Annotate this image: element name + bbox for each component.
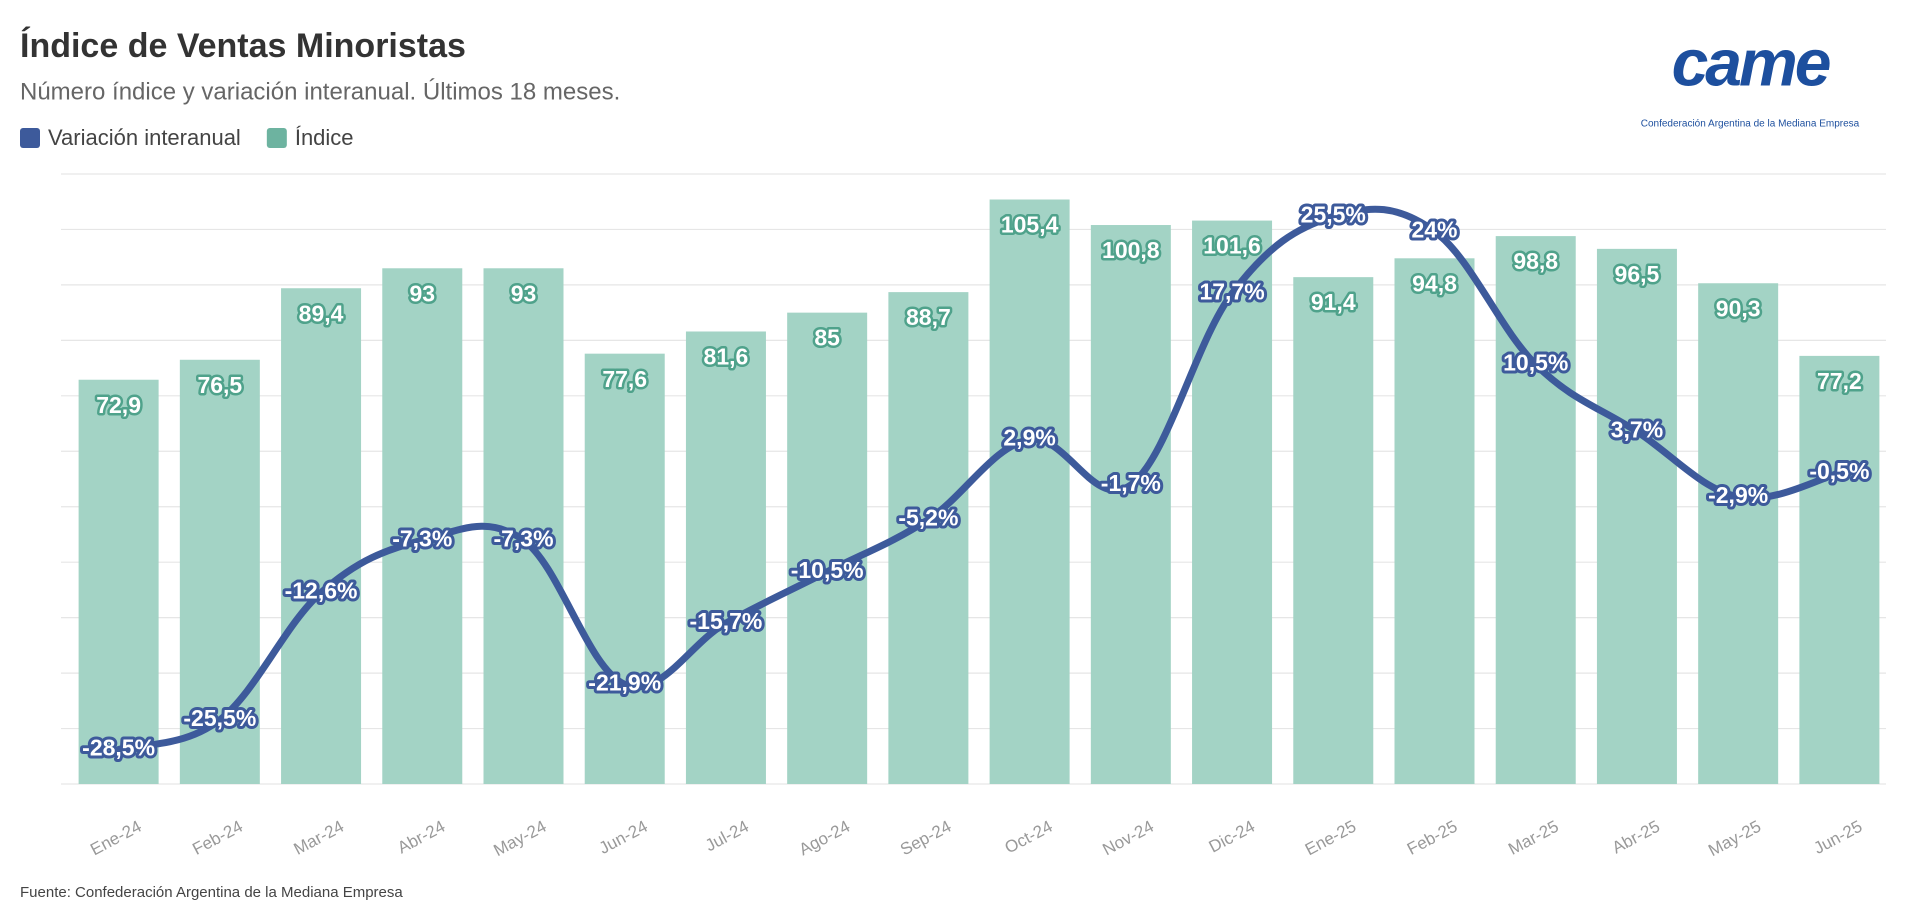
- legend-swatch: [20, 128, 40, 148]
- x-tick-label: Nov-24: [1100, 817, 1157, 860]
- x-tick-label: Feb-25: [1404, 817, 1460, 859]
- bar: [179, 359, 260, 784]
- bar: [989, 199, 1070, 784]
- bar-value-label: 77,2: [1817, 368, 1862, 394]
- line-value-label: -1,7%: [1101, 470, 1161, 496]
- x-tick-label: May-24: [491, 817, 550, 860]
- legend-label: Variación interanual: [48, 125, 241, 150]
- bar: [1090, 225, 1171, 784]
- bar: [1192, 220, 1273, 785]
- x-tick-label: Mar-24: [291, 817, 347, 859]
- bar-value-label: 85: [814, 325, 840, 351]
- line-value-label: 25,5%: [1301, 202, 1366, 228]
- bar: [1293, 277, 1374, 784]
- line-value-label: -5,2%: [898, 505, 958, 531]
- line-value-label: -10,5%: [791, 557, 864, 583]
- logo-tagline: Confederación Argentina de la Mediana Em…: [1641, 119, 1860, 130]
- x-tick-label: Abr-24: [394, 817, 448, 858]
- bar-value-label: 93: [409, 280, 435, 306]
- bar: [78, 379, 159, 784]
- bar: [584, 353, 665, 784]
- line-value-label: -15,7%: [690, 608, 763, 634]
- line-value-label: -0,5%: [1809, 458, 1869, 484]
- line: [115, 205, 1843, 753]
- x-tick-label: Ago-24: [796, 817, 853, 860]
- line-value-label: -7,3%: [493, 525, 553, 551]
- legend-swatch: [266, 128, 287, 148]
- bar-value-label: 88,7: [906, 304, 951, 330]
- line-value-label: 3,7%: [1611, 417, 1663, 443]
- line-value-label: -2,9%: [1708, 482, 1768, 508]
- bar: [1698, 283, 1779, 784]
- bar-value-label: 72,9: [96, 392, 141, 418]
- bar: [1394, 258, 1475, 785]
- chart-subtitle: Número índice y variación interanual. Úl…: [20, 78, 620, 105]
- x-tick-label: Sep-24: [897, 817, 954, 860]
- x-tick-label: Jun-24: [596, 817, 651, 858]
- line-value-label: -12,6%: [285, 578, 358, 604]
- source: Fuente: Confederación Argentina de la Me…: [20, 884, 403, 901]
- x-tick-label: May-25: [1705, 817, 1764, 860]
- bar-value-label: 94,8: [1412, 270, 1457, 296]
- bar: [685, 331, 766, 784]
- x-tick-label: Jul-24: [702, 817, 752, 856]
- chart-title: Índice de Ventas Minoristas: [20, 27, 466, 65]
- bar-value-label: 91,4: [1311, 289, 1356, 315]
- bar: [787, 312, 868, 784]
- x-tick-label: Jun-25: [1811, 817, 1866, 858]
- x-tick-label: Oct-24: [1002, 817, 1056, 858]
- line-value-label: 17,7%: [1199, 279, 1264, 305]
- x-tick-label: Abr-25: [1609, 817, 1663, 858]
- line-value-label: -25,5%: [183, 705, 256, 731]
- line-value-label: -7,3%: [392, 525, 452, 551]
- bar-value-label: 101,6: [1203, 233, 1261, 259]
- bar: [1495, 236, 1576, 785]
- bar: [1799, 355, 1880, 784]
- bar-value-label: 105,4: [1001, 212, 1059, 238]
- bar-value-label: 89,4: [299, 300, 344, 326]
- logo: came: [1672, 25, 1830, 99]
- line-value-label: -28,5%: [82, 735, 155, 761]
- bar-value-label: 93: [511, 280, 537, 306]
- x-tick-label: Feb-24: [189, 817, 245, 859]
- bar-value-label: 96,5: [1615, 261, 1660, 287]
- bar: [1596, 248, 1677, 784]
- x-tick-label: Ene-25: [1302, 817, 1359, 860]
- line-value-label: 2,9%: [1003, 425, 1055, 451]
- bar-value-label: 98,8: [1513, 248, 1558, 274]
- bar-value-label: 100,8: [1102, 237, 1160, 263]
- bar-value-label: 76,5: [197, 372, 242, 398]
- x-tick-label: Ene-24: [87, 817, 144, 860]
- bar-value-label: 77,6: [602, 366, 647, 392]
- bar-value-label: 81,6: [704, 344, 749, 370]
- line-value-label: 24%: [1411, 216, 1457, 242]
- x-tick-label: Mar-25: [1505, 817, 1561, 859]
- bar: [382, 268, 463, 785]
- legend-label: Índice: [295, 125, 354, 150]
- bar-value-label: 90,3: [1716, 295, 1761, 321]
- bar: [281, 288, 362, 784]
- line-value-label: -21,9%: [588, 669, 661, 695]
- line-value-label: 10,5%: [1503, 350, 1568, 376]
- x-tick-label: Dic-24: [1206, 817, 1258, 857]
